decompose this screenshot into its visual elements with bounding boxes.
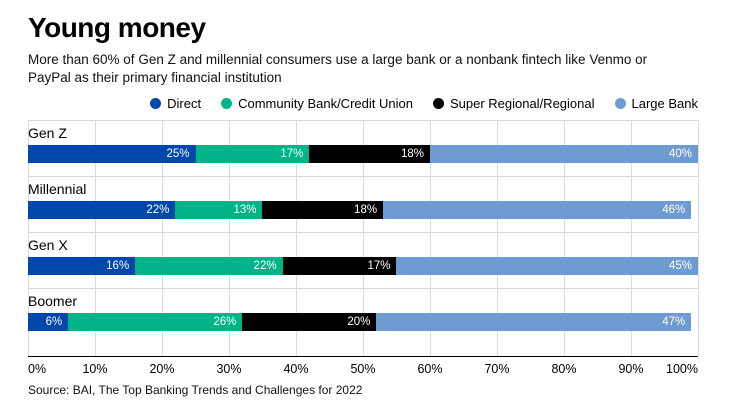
- bar-segment: 45%: [396, 257, 698, 276]
- legend-label: Large Bank: [631, 96, 699, 112]
- bar-segment: 13%: [175, 201, 263, 220]
- legend-swatch-icon: [221, 98, 233, 110]
- category-label: Boomer: [28, 293, 78, 310]
- axis-tick: 40%: [283, 362, 309, 377]
- gridline: [497, 120, 498, 357]
- gridline: [229, 120, 230, 357]
- gridline: [430, 120, 431, 357]
- gridline: [698, 120, 699, 357]
- bar-segment: 17%: [282, 257, 397, 276]
- bar-segment: 18%: [262, 201, 384, 220]
- category-label: Gen X: [28, 237, 68, 254]
- stacked-bar: 6% 26% 20% 47%: [28, 313, 698, 332]
- bar-segment: 26%: [68, 313, 243, 332]
- stacked-bar: 22% 13% 18% 46%: [28, 201, 698, 220]
- axis-tick: 10%: [82, 362, 108, 377]
- gridline: [296, 120, 297, 357]
- stacked-bar: 25% 17% 18% 40%: [28, 145, 698, 164]
- gridline: [95, 120, 96, 357]
- gridline: [631, 120, 632, 357]
- axis-tick: 50%: [350, 362, 376, 377]
- chart-title: Young money: [28, 12, 206, 43]
- legend-item: Community Bank/Credit Union: [221, 96, 413, 111]
- legend-label: Direct: [167, 96, 202, 112]
- legend-label: Community Bank/Credit Union: [238, 96, 413, 112]
- bar-segment: 18%: [309, 145, 430, 164]
- gridline: [363, 120, 364, 357]
- axis-tick: 100%: [666, 362, 698, 377]
- bar-segment: 20%: [242, 313, 377, 332]
- gridline: [564, 120, 565, 357]
- plot-area: Gen Z 25% 17% 18% 40% Millennial 22% 13% 18% 46% G…: [28, 120, 699, 357]
- axis-tick: 70%: [484, 362, 510, 377]
- axis-tick: 20%: [149, 362, 175, 377]
- legend-item: Super Regional/Regional: [432, 96, 595, 112]
- legend-swatch-icon: [614, 98, 626, 110]
- category-label: Millennial: [28, 181, 87, 198]
- category-label: Gen Z: [28, 125, 67, 142]
- bar-segment: 40%: [429, 145, 698, 164]
- bar-segment: 22%: [28, 201, 176, 220]
- axis-tick: 0%: [28, 362, 47, 377]
- bar-segment: 46%: [383, 201, 692, 220]
- bar-segment: 22%: [135, 257, 283, 276]
- chart-row: Boomer 6% 26% 20% 47%: [28, 288, 698, 344]
- legend-label: Super Regional/Regional: [449, 96, 595, 112]
- bar-segment: 17%: [195, 145, 310, 164]
- axis-tick: 80%: [551, 362, 577, 377]
- axis-tick: 60%: [417, 362, 443, 377]
- bar-segment: 16%: [28, 257, 136, 276]
- source-note: Source: BAI, The Top Banking Trends and …: [28, 383, 363, 398]
- chart-subtitle: More than 60% of Gen Z and millennial co…: [28, 52, 648, 86]
- x-axis: 0% 10% 20% 30% 40% 50% 60% 70% 80% 90% 100%: [28, 356, 698, 381]
- chart-row: Millennial 22% 13% 18% 46%: [28, 176, 698, 232]
- axis-tick: 90%: [618, 362, 644, 377]
- bar-segment: 25%: [28, 145, 196, 164]
- legend-swatch-icon: [432, 98, 444, 110]
- legend: Direct Community Bank/Credit Union Super R…: [28, 96, 698, 111]
- legend-item: Direct: [150, 96, 201, 111]
- chart-row: Gen X 16% 22% 17% 45%: [28, 232, 698, 288]
- chart-row: Gen Z 25% 17% 18% 40%: [28, 120, 698, 176]
- legend-item: Large Bank: [614, 96, 699, 112]
- bar-segment: 6%: [28, 313, 69, 332]
- axis-tick: 30%: [216, 362, 242, 377]
- gridline: [28, 120, 29, 357]
- gridline: [162, 120, 163, 357]
- bar-segment: 47%: [376, 313, 692, 332]
- stacked-bar: 16% 22% 17% 45%: [28, 257, 698, 276]
- legend-swatch-icon: [150, 98, 162, 110]
